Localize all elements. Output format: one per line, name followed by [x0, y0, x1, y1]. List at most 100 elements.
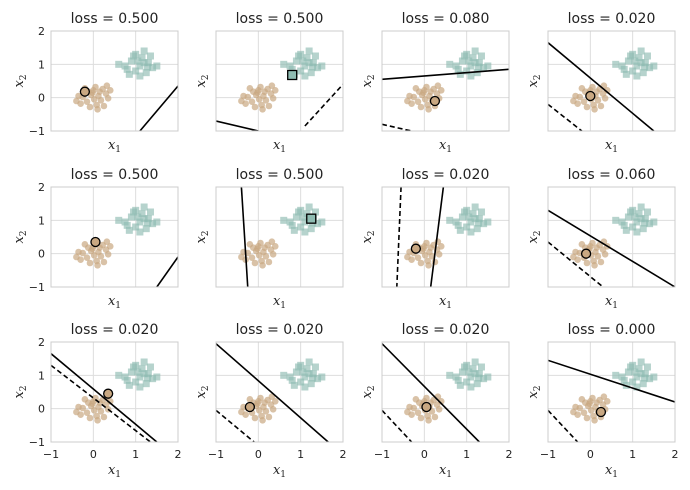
class-b-point — [635, 365, 643, 373]
class-b-point — [305, 59, 313, 67]
class-a-point — [254, 89, 261, 96]
class-a-point — [246, 241, 254, 248]
class-b-point — [115, 60, 123, 68]
class-a-point — [414, 409, 422, 416]
class-b-point — [136, 228, 144, 236]
class-b-point — [461, 208, 469, 216]
class-a-point — [100, 102, 108, 110]
axes-frame — [50, 30, 179, 132]
y-tick-label: 2 — [38, 181, 45, 194]
plot-area — [51, 353, 161, 442]
class-b-point — [646, 64, 654, 72]
subplot-title: loss = 0.500 — [236, 167, 324, 183]
class-b-point — [477, 208, 485, 216]
class-a-point — [269, 251, 277, 258]
class-b-point — [454, 65, 462, 73]
y-axis-label: x2 — [526, 230, 543, 243]
x-axis-label: x1 — [439, 463, 452, 480]
class-a-point — [437, 87, 445, 94]
highlighted-sample — [410, 243, 422, 254]
class-a-point — [89, 245, 96, 252]
class-b-point — [469, 210, 477, 218]
class-b-point — [469, 54, 477, 62]
class-a-point — [271, 243, 279, 250]
class-b-point — [307, 225, 315, 233]
class-a-point — [104, 95, 112, 102]
class-b-point — [612, 371, 620, 379]
class-a-point — [578, 85, 586, 92]
class-b-point — [136, 373, 144, 381]
highlighted-sample — [79, 86, 91, 97]
decision-boundary-line — [139, 85, 178, 131]
class-b-point — [303, 54, 311, 62]
class-a-point — [90, 96, 98, 103]
class-b-point — [305, 358, 313, 366]
class-b-point — [473, 380, 481, 388]
class-a-point — [597, 258, 605, 266]
class-b-point — [280, 216, 288, 224]
class-b-point — [146, 363, 154, 371]
class-a-point — [594, 253, 602, 260]
class-a-point — [106, 87, 114, 94]
class-b-point — [127, 213, 135, 221]
class-b-point — [620, 376, 628, 384]
class-a-point — [97, 408, 105, 415]
class-a-point — [261, 244, 268, 251]
class-a-point — [597, 102, 605, 110]
class-b-point — [641, 59, 649, 67]
class-b-point — [639, 225, 647, 233]
class-b-point — [624, 368, 632, 376]
class-a-point — [417, 259, 425, 267]
subplot-title: loss = 0.500 — [236, 11, 324, 27]
class-b-point — [446, 60, 454, 68]
class-a-point — [271, 398, 279, 405]
subplot-title: loss = 0.020 — [71, 322, 159, 338]
subplot-10: loss = 0.020 −1 0 1 2 x1 x2 — [194, 322, 347, 480]
x-tick-label: −1 — [374, 448, 390, 461]
class-a-point — [591, 262, 598, 269]
plot-area — [73, 47, 178, 131]
x-tick-label: 2 — [340, 448, 347, 461]
class-b-point — [149, 64, 157, 72]
class-a-point — [75, 248, 82, 256]
class-b-point — [297, 378, 305, 386]
class-b-point — [144, 215, 152, 223]
class-b-point — [125, 381, 133, 389]
class-b-point — [153, 62, 161, 70]
class-b-point — [637, 203, 645, 211]
class-a-point — [580, 98, 588, 105]
highlighted-sample — [244, 401, 256, 413]
class-a-point — [572, 403, 579, 411]
y-axis-label: x2 — [12, 74, 29, 87]
class-b-point — [650, 62, 658, 70]
class-b-point — [136, 62, 144, 70]
class-a-point — [269, 95, 277, 102]
class-b-point — [144, 374, 152, 382]
class-b-point — [301, 383, 309, 391]
class-b-point — [130, 363, 138, 371]
class-b-point — [484, 62, 492, 70]
class-a-point — [586, 400, 593, 407]
class-a-point — [248, 254, 256, 261]
class-a-point — [100, 413, 108, 421]
class-a-point — [583, 414, 591, 422]
class-b-point — [132, 223, 140, 231]
class-b-point — [292, 57, 300, 65]
class-b-point — [446, 371, 454, 379]
subplot-8: loss = 0.060 x1 x2 — [526, 167, 676, 311]
x-axis-label: x1 — [108, 294, 121, 311]
decision-boundary-line — [51, 353, 158, 442]
highlighted-sample — [421, 401, 432, 413]
class-b-point — [480, 220, 488, 228]
class-a-point — [417, 414, 425, 422]
x-tick-label: −1 — [540, 448, 556, 461]
y-axis-label: x2 — [194, 385, 211, 398]
class-a-point — [240, 92, 247, 100]
class-a-point — [104, 251, 112, 258]
class-b-point — [620, 65, 628, 73]
class-b-point — [639, 380, 647, 388]
class-a-point — [251, 414, 259, 422]
class-a-point — [268, 82, 276, 89]
class-a-point — [254, 245, 261, 252]
class-b-point — [454, 221, 462, 229]
